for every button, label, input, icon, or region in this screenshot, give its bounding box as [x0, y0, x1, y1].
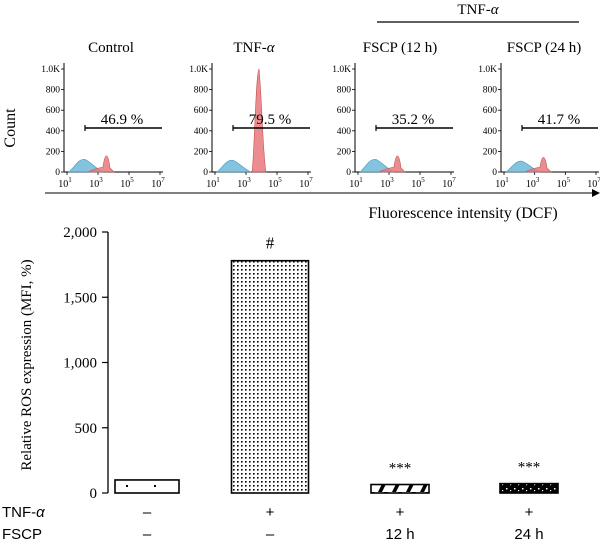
- condition-cell: +: [266, 504, 275, 521]
- group-header: TNF-α: [457, 2, 499, 18]
- flow-y-tick-label: 800: [337, 86, 352, 96]
- flow-panel-title: FSCP (24 h): [507, 40, 581, 56]
- sample-histogram: [251, 68, 267, 173]
- bar-y-tick-label: 500: [75, 421, 98, 437]
- flow-y-tick-label: 200: [194, 147, 209, 157]
- flow-x-tick-label: 107: [442, 176, 456, 190]
- condition-cell: –: [143, 504, 152, 521]
- condition-cell: –: [266, 526, 275, 543]
- flow-panel-title: TNF-α: [233, 40, 275, 56]
- bar: [370, 483, 430, 494]
- flow-y-tick-label: 400: [46, 127, 61, 137]
- flow-x-tick-label: 103: [89, 176, 103, 190]
- flow-y-tick-label: 1.0K: [41, 65, 60, 75]
- flow-y-tick-label: 400: [194, 127, 209, 137]
- flow-x-tick-label: 103: [526, 176, 540, 190]
- flow-y-tick-label: 600: [194, 106, 209, 116]
- flow-x-tick-label: 101: [495, 176, 509, 190]
- flow-x-tick-label: 105: [411, 176, 425, 190]
- flow-y-tick-label: 600: [46, 106, 61, 116]
- condition-cell: +: [396, 504, 405, 521]
- condition-cell: –: [143, 526, 152, 543]
- bar-y-axis: 0 500 1,000 1,500 2,000: [63, 225, 109, 502]
- flow-y-axis-label: Count: [2, 108, 19, 148]
- flow-x-tick-label: 101: [58, 176, 72, 190]
- bar-y-tick-label: 0: [90, 486, 98, 502]
- flow-section: TNF-α Count Fluorescence intensity (DCF)…: [2, 2, 600, 222]
- bar-y-tick-label: 2,000: [63, 225, 97, 241]
- arrow-head: [592, 189, 600, 197]
- flow-y-tick-label: 400: [483, 127, 498, 137]
- flow-y-tick-label: 200: [337, 147, 352, 157]
- flow-y-tick-label: 1.0K: [189, 65, 208, 75]
- condition-cell: +: [525, 504, 534, 521]
- bar-annotation: ***: [518, 460, 541, 476]
- flow-y-tick-label: 800: [483, 86, 498, 96]
- sample-histogram: [524, 157, 552, 173]
- flow-x-tick-label: 107: [299, 176, 313, 190]
- bar-y-axis-label: Relative ROS expression (MFI, %): [19, 259, 35, 470]
- condition-cell: 12 h: [385, 526, 414, 543]
- flow-x-tick-label: 105: [268, 176, 282, 190]
- condition-table: TNF-α – + + + FSCP – – 12 h 24 h: [2, 504, 544, 543]
- flow-x-tick-label: 107: [151, 176, 165, 190]
- bar-y-tick-label: 1,000: [63, 356, 97, 372]
- flow-y-tick-label: 1.0K: [332, 65, 351, 75]
- gate-percent: 46.9 %: [101, 112, 144, 128]
- sample-histogram: [87, 155, 115, 173]
- flow-y-tick-label: 0: [203, 168, 208, 178]
- gate-percent: 41.7 %: [538, 112, 581, 128]
- flow-x-tick-label: 105: [120, 176, 134, 190]
- flow-y-tick-label: 200: [483, 147, 498, 157]
- bar: [230, 259, 310, 494]
- flow-x-tick-label: 101: [206, 176, 220, 190]
- flow-y-tick-label: 800: [194, 86, 209, 96]
- bar-annotations: # *** ***: [266, 234, 541, 477]
- bar-annotation: #: [266, 234, 275, 253]
- bar-annotation: ***: [389, 461, 412, 477]
- condition-row-label: FSCP: [2, 526, 42, 543]
- flow-y-tick-label: 200: [46, 147, 61, 157]
- flow-x-tick-label: 105: [557, 176, 571, 190]
- gate-percent: 79.5 %: [249, 112, 292, 128]
- bars: [114, 259, 559, 494]
- flow-y-tick-label: 0: [346, 168, 351, 178]
- flow-panel-title: Control: [88, 40, 134, 56]
- condition-cell: 24 h: [514, 526, 543, 543]
- flow-y-tick-label: 600: [483, 106, 498, 116]
- control-histogram: [216, 159, 252, 173]
- gate-percent: 35.2 %: [392, 112, 435, 128]
- flow-y-tick-label: 800: [46, 86, 61, 96]
- condition-row-label: TNF-α: [2, 504, 45, 521]
- flow-panel-title: FSCP (12 h): [363, 40, 437, 56]
- flow-x-tick-label: 107: [587, 176, 600, 190]
- bar: [114, 479, 180, 494]
- flow-x-tick-label: 101: [349, 176, 363, 190]
- flow-y-tick-label: 0: [492, 168, 497, 178]
- flow-y-tick-label: 1.0K: [478, 65, 497, 75]
- bar-chart: Relative ROS expression (MFI, %) 0 500 1,0…: [19, 225, 559, 502]
- bar: [499, 482, 559, 494]
- flow-x-tick-label: 103: [380, 176, 394, 190]
- flow-x-axis-label: Fluorescence intensity (DCF): [368, 205, 557, 222]
- flow-y-tick-label: 0: [55, 168, 60, 178]
- flow-x-tick-label: 103: [237, 176, 251, 190]
- flow-y-tick-label: 400: [337, 127, 352, 137]
- sample-histogram: [378, 155, 406, 173]
- flow-y-tick-label: 600: [337, 106, 352, 116]
- bar-y-tick-label: 1,500: [63, 290, 97, 306]
